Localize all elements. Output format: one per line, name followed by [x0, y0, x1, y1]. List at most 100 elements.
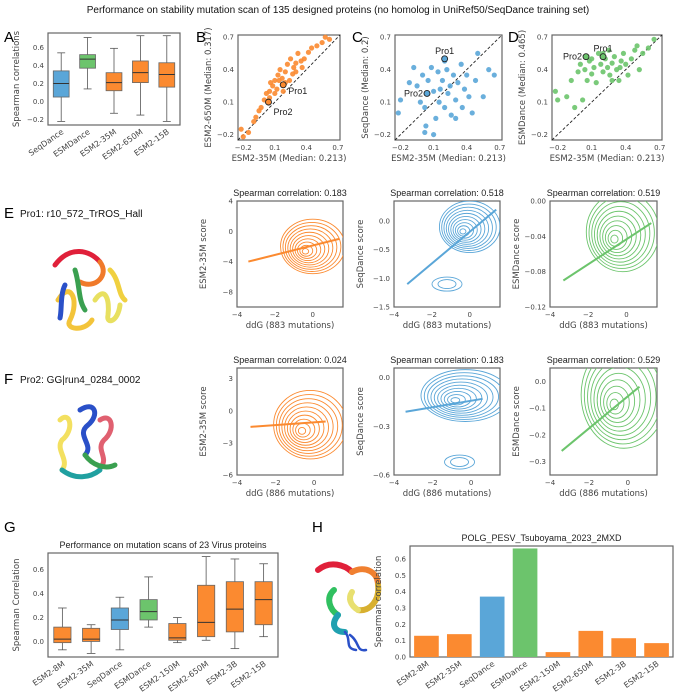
data-point	[611, 54, 617, 60]
y-axis-label: ESM2-650M (Median: 0.317)	[204, 27, 214, 147]
data-point	[486, 67, 492, 73]
y-tick-label: 0.7	[223, 34, 234, 42]
data-point	[589, 56, 595, 62]
y-tick-label: 0.7	[537, 34, 548, 42]
plot-frame	[394, 34, 503, 141]
data-point	[287, 56, 294, 62]
box-esm2-35m	[105, 47, 123, 114]
plot-frame	[409, 545, 674, 658]
chart-c: −0.2 0.1 0.4 0.7 −0.2 0.1 0.4 0.7 ESM2-35M (Medi…	[361, 34, 506, 164]
data-point	[453, 115, 459, 121]
plot-frame	[236, 367, 344, 476]
density-contour	[289, 414, 320, 443]
y-tick-label: 0.2	[33, 614, 44, 622]
data-point	[435, 69, 441, 75]
density-contour	[596, 372, 641, 428]
y-tick-label: −0.2	[217, 131, 234, 139]
data-point	[625, 72, 631, 78]
density-contour	[433, 381, 488, 414]
data-point	[466, 94, 472, 100]
regression-line	[405, 397, 483, 413]
density-contour	[286, 410, 325, 446]
data-point	[651, 36, 657, 42]
data-point	[564, 94, 570, 100]
box-esm2-8m	[53, 607, 72, 651]
panel-label-g: G	[4, 519, 16, 536]
x-tick-label: 0.1	[428, 144, 439, 152]
y-tick-label: 0.2	[33, 80, 44, 88]
y-tick-label: 0.1	[537, 99, 548, 107]
box-iqr	[197, 584, 216, 638]
data-point	[417, 99, 423, 105]
density-contour	[604, 225, 628, 250]
ribbon-segment	[57, 282, 68, 321]
y-tick-label: 0.4	[33, 62, 45, 70]
data-point	[280, 88, 286, 94]
regression-line	[562, 222, 652, 282]
bar-esmdance	[512, 548, 538, 657]
chart-title: Spearman correlation: 0.183	[390, 355, 504, 365]
density-contours	[406, 201, 500, 292]
plot-frame	[47, 552, 279, 658]
ribbon-segment	[107, 267, 128, 303]
data-point	[309, 45, 315, 51]
chart-b: −0.2 0.1 0.4 0.7 −0.2 0.1 0.4 0.7 ESM2-35M (Medi…	[204, 27, 346, 164]
panel-label-c: C	[352, 29, 363, 46]
x-tick-label: −2	[584, 479, 594, 487]
x-tick-label: 0	[310, 311, 314, 319]
density-contour	[441, 203, 497, 251]
density-contour	[301, 248, 310, 255]
density-contour	[278, 398, 339, 454]
box-esm2-3b	[225, 558, 244, 650]
data-point	[444, 67, 450, 73]
data-point	[491, 72, 497, 78]
x-tick-label: −4	[545, 479, 556, 487]
density-contour	[423, 372, 500, 420]
density-contour	[292, 235, 326, 264]
x-axis-label: ESM2-35M (Median: 0.213)	[391, 154, 506, 164]
data-point	[577, 61, 583, 67]
density-contour	[430, 378, 494, 416]
data-point	[240, 134, 246, 140]
data-point	[423, 123, 429, 129]
data-point	[568, 77, 574, 84]
chart-g: 0.0 0.2 0.4 0.6 Performance on mutation scan…	[12, 540, 279, 694]
box-seqdance	[52, 52, 70, 122]
x-tick-label: −4	[232, 479, 243, 487]
density-contour	[447, 394, 466, 406]
data-point	[251, 118, 257, 125]
y-tick-label: −4	[223, 258, 234, 266]
data-point	[450, 72, 457, 78]
x-tick-label: 0.7	[654, 144, 665, 152]
x-tick-label: −2	[427, 311, 437, 319]
density-contours	[562, 201, 657, 282]
data-point	[305, 49, 312, 55]
density-contour	[599, 379, 636, 424]
data-point	[277, 67, 283, 73]
data-point	[266, 88, 273, 94]
chart-f3: −0.3 −0.2 −0.1 0.0 −4 −2 0 Spearman correlation…	[512, 355, 660, 499]
data-point	[617, 64, 623, 71]
ribbon-segment	[52, 249, 103, 268]
box-iqr	[105, 72, 123, 92]
panel-label-f: F	[4, 371, 13, 388]
data-point	[572, 104, 578, 111]
box-esm2-150m	[168, 617, 187, 644]
ribbon-segment	[347, 589, 361, 613]
data-point	[589, 71, 595, 77]
data-point	[448, 112, 454, 118]
x-tick-label: 0	[312, 479, 316, 487]
data-point	[299, 64, 305, 71]
x-tick-label: −0.2	[235, 144, 252, 152]
data-point	[600, 69, 606, 75]
density-contour	[420, 369, 500, 422]
data-point	[593, 80, 599, 86]
x-axis-label: ddG (883 mutations)	[403, 321, 492, 331]
y-tick-label: 0.4	[380, 66, 392, 74]
x-tick-label: −0.2	[549, 144, 566, 152]
density-contour	[299, 244, 314, 257]
data-point	[286, 77, 293, 84]
highlight-point-pro2	[582, 53, 590, 61]
data-point	[575, 69, 581, 75]
x-tick-label: 0.1	[586, 144, 597, 152]
